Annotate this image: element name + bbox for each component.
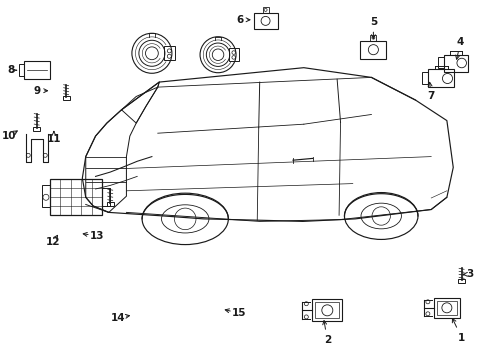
Bar xyxy=(33,127,40,131)
Text: 3: 3 xyxy=(467,269,474,279)
Bar xyxy=(422,72,428,84)
Bar xyxy=(229,49,239,61)
Text: 12: 12 xyxy=(46,237,60,247)
Text: 11: 11 xyxy=(47,134,61,144)
Bar xyxy=(63,96,70,100)
Text: 9: 9 xyxy=(33,86,40,96)
Bar xyxy=(19,64,24,76)
Text: 5: 5 xyxy=(370,17,377,27)
Bar xyxy=(438,57,444,68)
Bar xyxy=(254,13,277,29)
Text: 2: 2 xyxy=(324,335,331,345)
Text: 1: 1 xyxy=(458,333,465,343)
Bar xyxy=(370,35,376,41)
Text: 13: 13 xyxy=(90,231,104,241)
Text: 14: 14 xyxy=(111,312,126,323)
Text: 4: 4 xyxy=(457,37,465,48)
Text: 8: 8 xyxy=(7,65,14,75)
Text: 6: 6 xyxy=(237,15,244,25)
Text: 10: 10 xyxy=(1,131,16,141)
Text: 15: 15 xyxy=(232,308,246,318)
Bar xyxy=(437,301,457,315)
Bar xyxy=(42,185,50,207)
Bar xyxy=(24,61,50,79)
Bar xyxy=(50,179,102,215)
Bar xyxy=(102,188,110,206)
Bar xyxy=(458,279,465,283)
Bar xyxy=(428,69,454,87)
Bar xyxy=(360,41,387,59)
Bar xyxy=(164,46,175,60)
Bar xyxy=(316,302,339,318)
Text: 7: 7 xyxy=(427,91,435,102)
Bar xyxy=(444,54,467,72)
Bar xyxy=(263,7,269,13)
Bar xyxy=(107,202,114,206)
